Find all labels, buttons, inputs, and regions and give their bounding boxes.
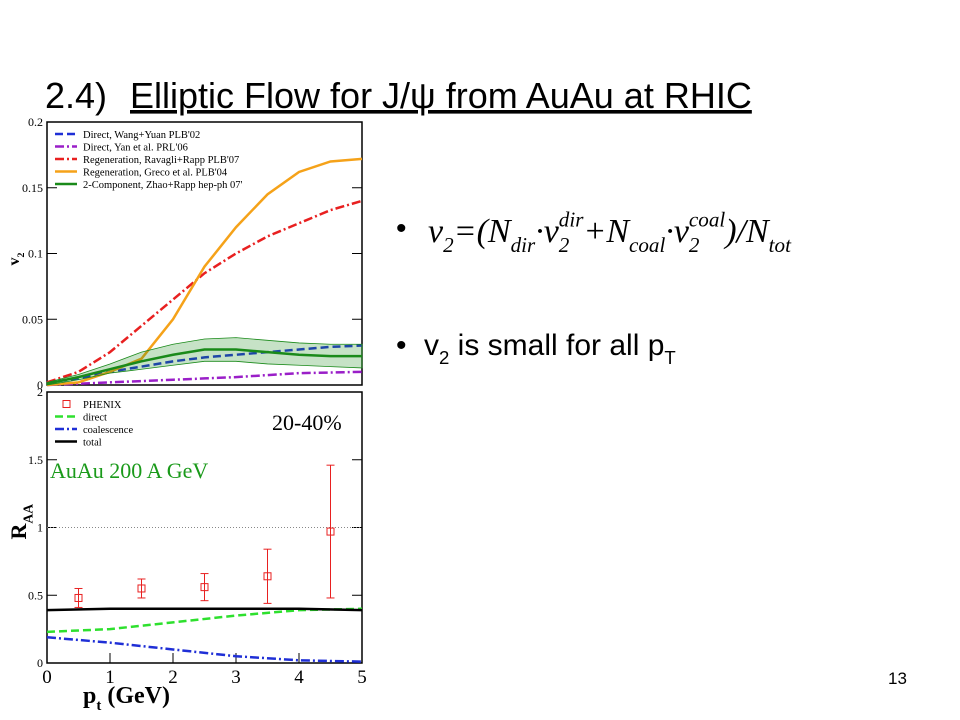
x-tick-label: 0 — [42, 667, 52, 688]
y-tick-label: 1 — [37, 521, 43, 535]
data-point — [326, 527, 335, 536]
y-tick-label: 0.2 — [28, 115, 43, 129]
text-run: (GeV) — [101, 683, 170, 709]
x-tick-label: 4 — [294, 667, 304, 688]
y-tick-label: 0 — [37, 378, 43, 392]
y-tick-label: 0.1 — [28, 247, 43, 261]
series-line — [46, 607, 363, 634]
y-axis-label: v2 — [6, 253, 27, 266]
text-run: v — [6, 258, 23, 266]
series-line — [46, 348, 362, 385]
y-tick-label: 0.05 — [22, 312, 43, 326]
y-tick-label: 2 — [37, 385, 43, 399]
series-line — [46, 370, 363, 387]
x-tick-label: 3 — [231, 667, 241, 688]
data-point — [263, 572, 272, 581]
legend-label: Direct, Yan et al. PRL'06 — [83, 143, 188, 154]
series-line — [46, 636, 363, 663]
bullet-dot: • — [396, 212, 407, 245]
data-point — [200, 583, 209, 592]
y-tick-label: 0.5 — [28, 588, 43, 602]
text-run: ·v — [665, 213, 690, 250]
script-text: 2 — [689, 233, 700, 257]
annotation: 20-40% — [272, 410, 342, 435]
y-tick-label: 0 — [37, 656, 43, 670]
script-text: dir — [511, 233, 536, 257]
data-point — [74, 593, 83, 602]
series-line — [46, 199, 363, 384]
chart: 0 0.5 1 1.5 2 0 1 2 3 4 5 RAA pt (GeV) PHENIX directco… — [6, 385, 367, 714]
text-run: p — [83, 683, 96, 709]
legend-label: Direct, Wang+Yuan PLB'02 — [83, 130, 200, 141]
script-text: T — [664, 347, 675, 368]
title: Elliptic Flow for J/ψ from AuAu at RHIC — [130, 75, 752, 116]
x-tick-label: 2 — [168, 667, 178, 688]
text-run: R — [6, 523, 31, 540]
x-axis-label: pt (GeV) — [83, 683, 170, 714]
text-run: v — [428, 213, 444, 250]
legend-label: Regeneration, Greco et al. PLB'04 — [83, 168, 228, 179]
text-run: +N — [583, 213, 631, 250]
x-tick-label: 1 — [105, 667, 115, 688]
x-tick-label: 5 — [357, 667, 367, 688]
script-text: 2 — [439, 347, 449, 368]
script-text: coal — [629, 233, 665, 257]
annotation: AuAu 200 A GeV — [50, 458, 208, 483]
script-text: AA — [21, 504, 36, 524]
script-text: tot — [769, 233, 792, 257]
bullet-dot: • — [396, 329, 407, 362]
script-text: t — [96, 698, 101, 714]
text-run: )/N — [723, 213, 771, 250]
y-tick-label: 1.5 — [28, 453, 43, 467]
text-run: =(N — [454, 213, 513, 250]
y-tick-label: 0.15 — [22, 181, 43, 195]
script-text: 2 — [16, 253, 27, 258]
uncertainty-band — [46, 337, 363, 386]
script-text: 2 — [443, 233, 454, 257]
formula: v2=(Ndir·v2dir+Ncoal·v2coal)/Ntot — [428, 208, 792, 258]
chart: 0 0.05 0.1 0.15 0.2 v2 Direct, Wang+Yuan PLB'0… — [6, 115, 363, 392]
title-number: 2.4) — [45, 75, 107, 116]
legend-label: Regeneration, Ravagli+Rapp PLB'07 — [83, 155, 239, 166]
text-run: is small for all p — [449, 329, 664, 362]
legend-label: total — [83, 438, 102, 449]
legend-label: direct — [83, 413, 107, 424]
text-run: ·v — [535, 213, 560, 250]
y-axis-label: RAA — [6, 504, 36, 540]
series-line — [46, 607, 363, 612]
legend-marker — [62, 400, 71, 408]
bullet-text: v2 is small for all pT — [424, 329, 676, 368]
text-run: v — [424, 329, 439, 362]
script-text: dir — [559, 208, 584, 232]
page-number: 13 — [888, 669, 907, 688]
plot-frame — [46, 121, 363, 386]
legend-label: 2-Component, Zhao+Rapp hep-ph 07' — [83, 180, 243, 191]
script-text: 2 — [559, 233, 570, 257]
legend-label: PHENIX — [83, 400, 122, 411]
script-text: coal — [689, 208, 725, 232]
data-point — [137, 584, 146, 593]
legend-label: coalescence — [83, 425, 133, 436]
